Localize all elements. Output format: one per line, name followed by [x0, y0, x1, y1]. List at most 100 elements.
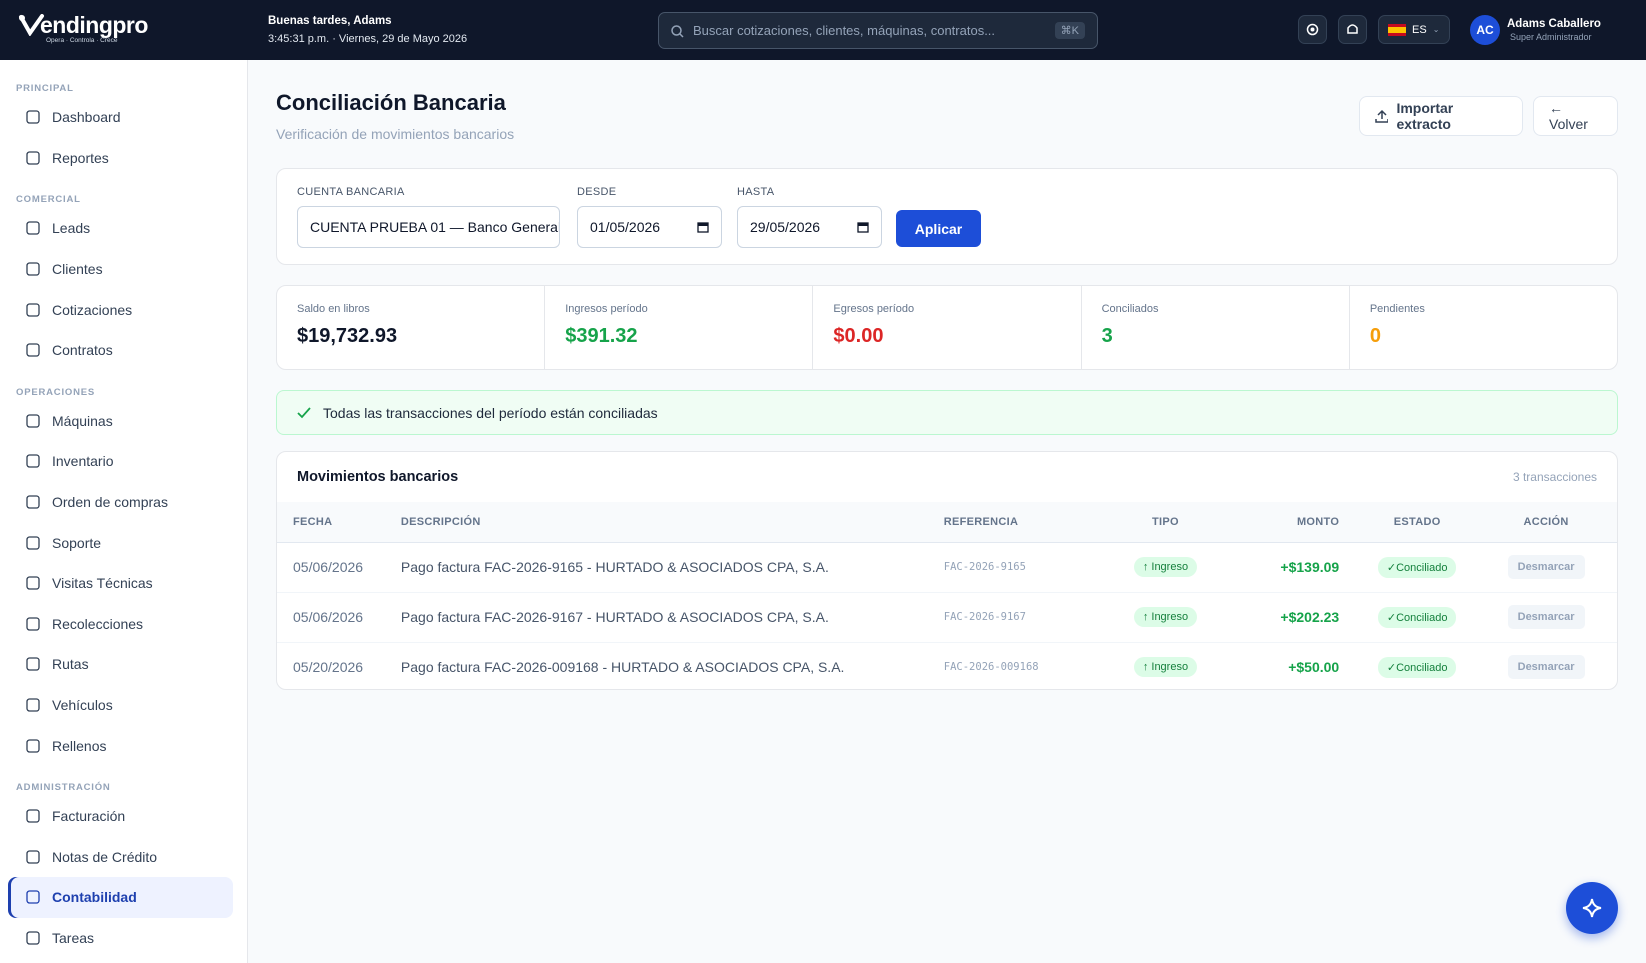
nav-item[interactable]: Dashboard: [0, 97, 233, 138]
apply-button[interactable]: Aplicar: [896, 210, 981, 247]
status-badge: ✓Conciliado: [1377, 556, 1457, 578]
assistant-button[interactable]: [1566, 882, 1618, 934]
filter-input[interactable]: 29/05/2026: [737, 206, 882, 248]
nav-icon: [26, 495, 40, 509]
table-cell: ✓Conciliado: [1359, 642, 1476, 689]
nav-item[interactable]: Orden de compras: [0, 482, 233, 523]
flag: [1388, 23, 1406, 36]
tagline: Opera · Controla · Crece: [46, 37, 118, 44]
check-icon: [297, 406, 311, 418]
nav-item[interactable]: Recolecciones: [0, 604, 233, 645]
stat-value: $0.00: [833, 325, 884, 347]
filter-label: DESDE: [577, 186, 617, 198]
nav-icon: [26, 414, 40, 428]
nav-icon: [26, 221, 40, 236]
upload-icon: [1375, 109, 1389, 123]
back-button[interactable]: ← Volver: [1533, 96, 1618, 136]
nav-icon: [26, 931, 40, 945]
nav-item[interactable]: Leads: [0, 208, 233, 249]
nav-item[interactable]: Vehículos: [0, 685, 233, 726]
table-cell: Pago factura FAC-2026-9165 - HURTADO & A…: [400, 542, 944, 593]
nav-item[interactable]: Rutas: [0, 644, 233, 685]
top-bar: endingpro Opera · Controla · Crece Buena…: [0, 0, 1646, 60]
nav-label: Contratos: [52, 342, 113, 359]
stat-value: 0: [1369, 325, 1381, 347]
nav-section-title: COMERCIAL: [16, 194, 81, 206]
nav-label: Dashboard: [52, 109, 121, 126]
language: ES: [1412, 23, 1427, 36]
settings-icon: [1306, 23, 1319, 36]
nav-section-title: ADMINISTRACIÓN: [16, 781, 111, 793]
nav-label: Clientes: [52, 261, 103, 278]
notifications-button[interactable]: [1338, 15, 1367, 44]
nav-item[interactable]: Rellenos: [0, 725, 233, 766]
status-badge: ✓Conciliado: [1377, 606, 1457, 628]
nav-item[interactable]: Tareas: [0, 918, 233, 959]
nav-icon: [26, 657, 40, 672]
settings-button[interactable]: [1298, 15, 1327, 44]
column-header: ACCIÓN: [1475, 502, 1617, 543]
user-role: Super Administrador: [1510, 32, 1592, 42]
nav-icon: [26, 809, 40, 823]
unmark-button[interactable]: Desmarcar: [1507, 605, 1585, 629]
unmark-button[interactable]: Desmarcar: [1507, 655, 1585, 679]
table-cell: 05/06/2026: [277, 592, 401, 643]
table-cell: +$139.09: [1229, 542, 1360, 593]
filter-label: HASTA: [737, 186, 775, 198]
stat-label: Egresos período: [833, 303, 915, 315]
import-label: Importar extracto: [1396, 100, 1454, 132]
table-cell: FAC-2026-9165: [943, 542, 1102, 593]
sidebar: PRINCIPAL Dashboard Reportes COMERCIAL Leads…: [0, 60, 248, 963]
nav-item[interactable]: Soporte: [0, 522, 233, 563]
nav-item[interactable]: Visitas Técnicas: [0, 563, 233, 604]
nav-label: Recolecciones: [52, 615, 144, 632]
table-count: 3 transacciones: [1512, 470, 1597, 484]
nav-item[interactable]: Notas de Crédito: [0, 837, 233, 878]
stat-value: $19,732.93: [297, 325, 398, 347]
nav-label: Vehículos: [52, 697, 113, 714]
datetime: 3:45:31 p.m. · Viernes, 29 de Mayo 2026: [268, 33, 468, 45]
table-cell: ↑ Ingreso: [1101, 592, 1230, 643]
filter-input[interactable]: CUENTA PRUEBA 01 — Banco General: [297, 206, 560, 248]
bell-icon: [1347, 24, 1358, 34]
nav-icon: [26, 738, 40, 753]
nav-label: Reportes: [52, 149, 109, 166]
nav-item[interactable]: Cotizaciones: [0, 289, 233, 330]
avatar[interactable]: AC: [1470, 15, 1500, 45]
nav-label: Máquinas: [52, 412, 113, 429]
table-cell: ✓Conciliado: [1359, 542, 1476, 593]
nav-label: Facturación: [52, 808, 126, 825]
nav-icon: [26, 262, 40, 276]
nav-label: Tareas: [52, 929, 95, 946]
nav-item[interactable]: Contabilidad: [8, 877, 233, 918]
nav-item[interactable]: Contratos: [0, 330, 233, 371]
column-header: ESTADO: [1359, 502, 1476, 543]
table-cell: Desmarcar: [1475, 542, 1617, 593]
filter-field: DESDE 01/05/2026: [577, 186, 722, 248]
stat-label: Ingresos período: [565, 303, 648, 315]
table-cell: +$50.00: [1229, 642, 1360, 689]
import-button[interactable]: Importar extracto: [1359, 96, 1523, 136]
nav-item[interactable]: Máquinas: [0, 401, 233, 442]
stat-label: Pendientes: [1369, 303, 1425, 315]
nav-item[interactable]: Reportes: [0, 138, 233, 179]
unmark-button[interactable]: Desmarcar: [1507, 555, 1585, 579]
nav-icon: [26, 890, 40, 905]
stat: Conciliados 3: [1080, 286, 1349, 369]
sparkle-icon: [1582, 898, 1602, 918]
page-subtitle: Verificación de movimientos bancarios: [276, 126, 515, 142]
table-row: 05/06/2026 Pago factura FAC-2026-9165 - H…: [277, 542, 1617, 593]
filter-input[interactable]: 01/05/2026: [577, 206, 722, 248]
nav-item[interactable]: Inventario: [0, 441, 233, 482]
logo: endingpro: [40, 12, 148, 38]
table-cell: Pago factura FAC-2026-9167 - HURTADO & A…: [400, 592, 944, 643]
filter-field: CUENTA BANCARIA CUENTA PRUEBA 01 — Banco …: [297, 186, 560, 248]
nav-item[interactable]: Facturación: [0, 796, 233, 837]
nav-item[interactable]: Clientes: [0, 249, 233, 290]
language-selector[interactable]: ES ⌄: [1378, 15, 1450, 44]
search-placeholder: Buscar cotizaciones, clientes, máquinas,…: [693, 23, 996, 38]
nav-label: Soporte: [52, 534, 102, 551]
column-header: DESCRIPCIÓN: [400, 502, 944, 543]
search-box[interactable]: Buscar cotizaciones, clientes, máquinas,…: [658, 12, 1098, 49]
shortcut: ⌘K: [1054, 22, 1085, 39]
